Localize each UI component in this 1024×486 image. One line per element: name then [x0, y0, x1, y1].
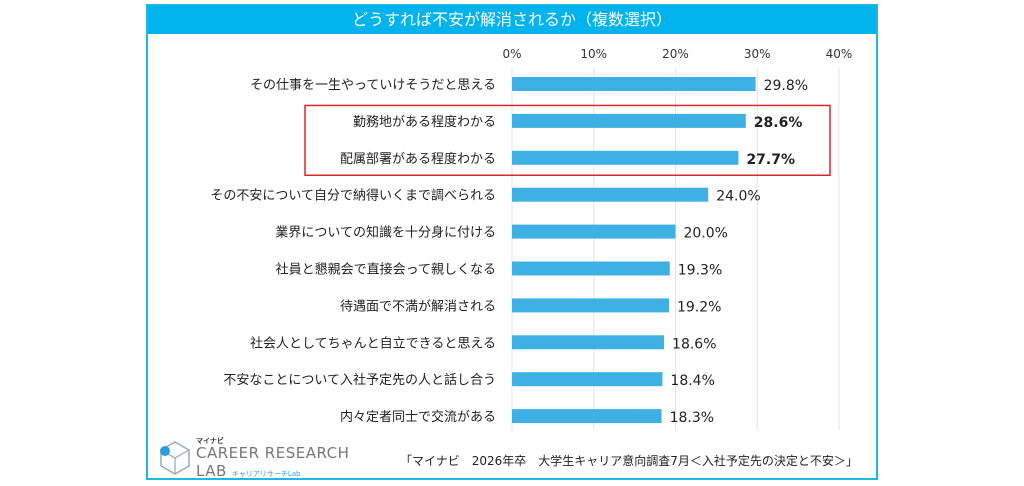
category-label: 勤務地がある程度わかる [353, 114, 496, 130]
x-tick-label: 40% [826, 47, 853, 61]
bar [512, 372, 663, 387]
value-label: 24.0% [716, 189, 760, 205]
bar [512, 150, 739, 165]
bar [512, 409, 662, 424]
category-label: 社員と懇親会で直接会って親しくなる [276, 262, 496, 278]
logo-small-text: マイナビ [196, 437, 224, 445]
bar [512, 261, 670, 276]
chart-title: どうすれば不安が解消されるか（複数選択） [148, 6, 876, 34]
bar [512, 77, 756, 91]
highlight-box [304, 104, 831, 176]
value-label: 29.8% [764, 78, 808, 94]
logo-sub: キャリアリサーチLab [231, 470, 301, 478]
category-label: 配属部署がある程度わかる [340, 151, 496, 167]
value-label: 20.0% [684, 226, 728, 242]
value-label: 18.4% [670, 373, 714, 389]
value-label: 28.6% [754, 115, 803, 131]
x-tick-label: 30% [744, 47, 771, 61]
bar [512, 335, 665, 350]
source-note: 「マイナビ 2026年卒 大学生キャリア意向調査7月＜入社予定先の決定と不安＞」 [400, 454, 858, 468]
category-label: 待遇面で不満が解消される [340, 299, 496, 314]
logo-line1: CAREER RESEARCH [196, 444, 350, 462]
category-label: 内々定者同士で交流がある [340, 409, 496, 425]
chart-frame: どうすれば不安が解消されるか（複数選択） [146, 4, 878, 480]
value-label: 18.3% [670, 410, 714, 426]
x-tick-label: 0% [502, 47, 521, 61]
logo-line2: LAB [196, 462, 227, 480]
category-label: 不安なことについて入社予定先の人と話し合う [223, 372, 496, 388]
category-label: その仕事を一生やっていけそうだと思える [250, 78, 496, 93]
value-label: 27.7% [746, 152, 795, 168]
bar [512, 187, 709, 202]
career-research-lab-logo: マイナビ CAREER RESEARCH LAB キャリアリサーチLab [158, 436, 349, 480]
bar [512, 224, 676, 239]
x-tick-label: 10% [580, 47, 607, 61]
bar [512, 298, 669, 313]
category-label: その不安について自分で納得いくまで調べられる [210, 188, 496, 204]
category-label: 社会人としてちゃんと自立できると思える [250, 335, 496, 351]
value-label: 19.3% [678, 263, 722, 279]
cube-logo-icon [160, 441, 190, 475]
bar [512, 113, 746, 128]
x-tick-label: 20% [662, 47, 689, 61]
value-label: 18.6% [672, 336, 716, 352]
category-label: 業界についての知識を十分身に付ける [275, 225, 496, 241]
value-label: 19.2% [677, 299, 721, 315]
